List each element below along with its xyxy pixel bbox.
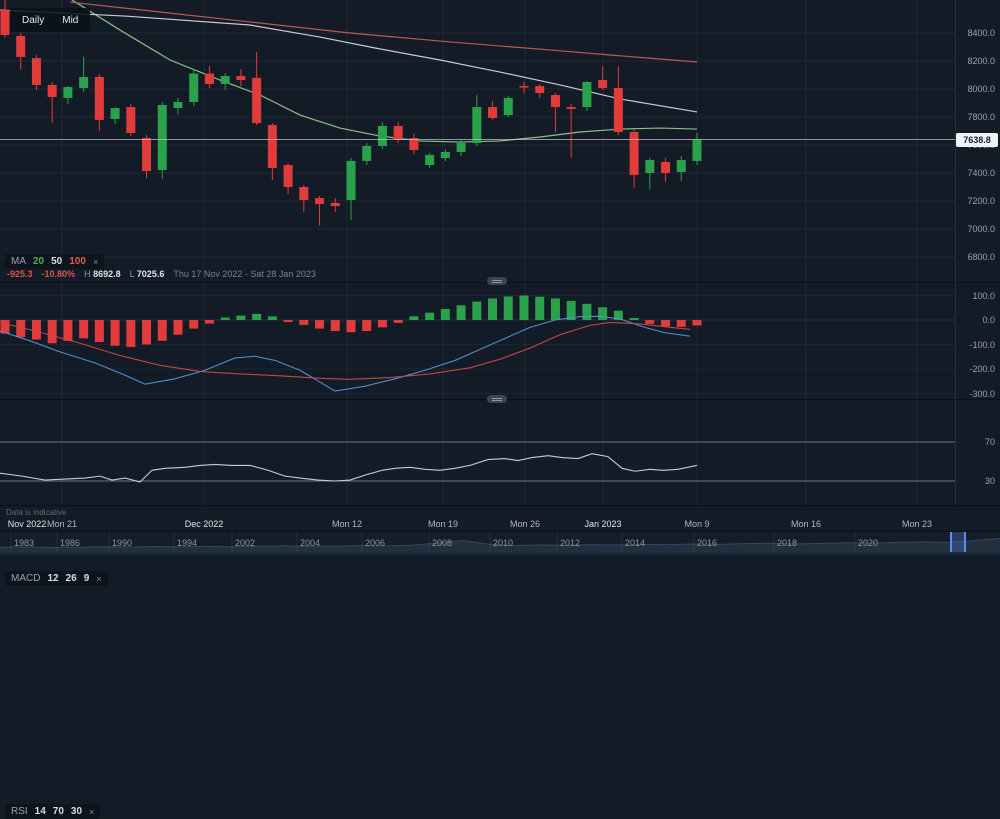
rsi-param-oversold: 30 [70,806,83,817]
navigator-year-label: 2018 [776,538,798,548]
low-label: L [129,269,135,279]
price-stats-row: -925.3 -10.80% H 8692.8 L 7025.6 Thu 17 … [7,269,316,279]
history-navigator-scrollbar[interactable]: 1983 1986 1990 1994 2002 2004 2006 2008 2010 2012… [0,531,1000,553]
price-axis-tick: 8200.0 [967,56,995,66]
bottom-edge-strip [0,552,1000,555]
change-percent: -10.80% [41,269,76,279]
navigator-year-label: 2016 [696,538,718,548]
price-axis-tick: 7000.0 [967,224,995,234]
rsi-chart[interactable] [0,400,955,506]
timeline-date-label: Mon 16 [790,519,822,529]
low-value: 7025.6 [136,269,165,279]
navigator-year-label: 2014 [624,538,646,548]
rsi-indicator-legend: RSI 14 70 30 × [5,804,101,819]
timeline-date-label: Mon 21 [46,519,78,529]
ma-legend-title: MA [11,256,26,267]
price-gridlines [0,0,955,281]
macd-signal-lines [0,315,691,392]
price-chart[interactable] [0,0,955,281]
macd-chart[interactable] [0,283,955,399]
ma-remove-icon[interactable]: × [92,256,99,267]
macd-indicator-legend: MACD 12 26 9 × [5,571,108,586]
navigator-year-label: 2002 [234,538,256,548]
price-axis-tick: 8400.0 [967,28,995,38]
macd-axis-tick: -200.0 [969,364,995,374]
timeline-date-label: Mon 12 [331,519,363,529]
price-type-button[interactable]: Mid [62,14,79,26]
macd-legend-title: MACD [11,573,41,584]
pane-resize-handle-rsi[interactable] [487,395,507,403]
rsi-line [0,453,698,483]
rsi-pane: 70 30 RSI 14 70 30 × [0,399,1000,819]
navigator-selection-handle[interactable] [950,532,966,553]
macd-pane: 100.0 0.0 -100.0 -200.0 -300.0 MACD 12 26 9 … [0,282,1000,586]
candlestick-series [0,0,702,226]
navigator-year-label: 2012 [559,538,581,548]
navigator-year-label: 1990 [111,538,133,548]
high-value: 8692.8 [93,269,121,279]
macd-axis-tick: 0.0 [982,315,995,325]
price-axis-tick: 6800.0 [967,252,995,262]
navigator-year-label: 2008 [431,538,453,548]
pane-resize-handle-macd[interactable] [487,277,507,285]
navigator-year-label: 1994 [176,538,198,548]
date-range: Thu 17 Nov 2022 - Sat 28 Jan 2023 [173,269,316,279]
macd-axis-tick: -100.0 [969,339,995,350]
rsi-remove-icon[interactable]: × [89,806,95,817]
navigator-year-label: 2004 [299,538,321,548]
ma-period-20: 20 [33,256,45,267]
price-axis-tick: 7200.0 [967,196,995,206]
rsi-level-lines [0,441,955,482]
price-axis-tick: 7400.0 [967,168,995,178]
macd-param-fast: 12 [47,573,59,584]
timeline-date-label: Mon 19 [427,519,459,529]
timeline-date-label: Mon 9 [684,519,710,529]
navigator-year-label: 2006 [364,538,386,548]
navigator-sparkline [0,532,1000,553]
ma-indicator-legend: MA 20 50 100 × [5,254,105,269]
price-axis-tick: 7800.0 [967,112,995,122]
price-axis-tick: 8000.0 [967,84,995,94]
high-label: H [84,269,91,279]
macd-axis-tick: 100.0 [972,290,995,301]
macd-remove-icon[interactable]: × [96,573,102,584]
ma-period-100: 100 [69,256,86,267]
macd-param-signal: 9 [83,573,90,584]
rsi-param-overbought: 70 [52,806,64,817]
macd-param-slow: 26 [65,573,77,584]
rsi-gridlines [61,400,918,506]
current-price-badge: 7638.8 [956,132,998,147]
navigator-year-label: 2010 [492,538,514,548]
rsi-legend-title: RSI [11,806,28,817]
rsi-axis-tick: 30 [984,476,995,486]
timeline-date-label: Mon 23 [901,519,933,529]
moving-average-lines [0,0,698,143]
timeline-date-label: Nov 2022 [7,519,47,529]
rsi-axis-tick: 70 [984,437,995,447]
timeline-date-label: Dec 2022 [184,519,224,529]
rsi-param-period: 14 [34,806,46,817]
disclaimer-text: Data is indicative [6,508,67,517]
price-pane: 8400.08200.08000.07800.07600.07400.07200… [0,0,1000,281]
macd-histogram [0,295,702,347]
change-value: -925.3 [7,269,33,279]
ma-period-50: 50 [51,256,63,267]
timeframe-button[interactable]: Daily [22,14,45,26]
macd-axis-tick: -300.0 [969,388,995,399]
timeframe-toolbar: Daily Mid [10,8,91,32]
time-axis[interactable]: Data is indicative Nov 2022 Mon 21 Dec 202… [0,505,1000,532]
timeline-date-label: Jan 2023 [584,519,622,529]
navigator-year-label: 1986 [59,538,81,548]
navigator-year-label: 2020 [857,538,879,548]
timeline-date-label: Mon 26 [509,519,541,529]
navigator-year-label: 1983 [13,538,35,548]
axis-separator [955,0,956,505]
